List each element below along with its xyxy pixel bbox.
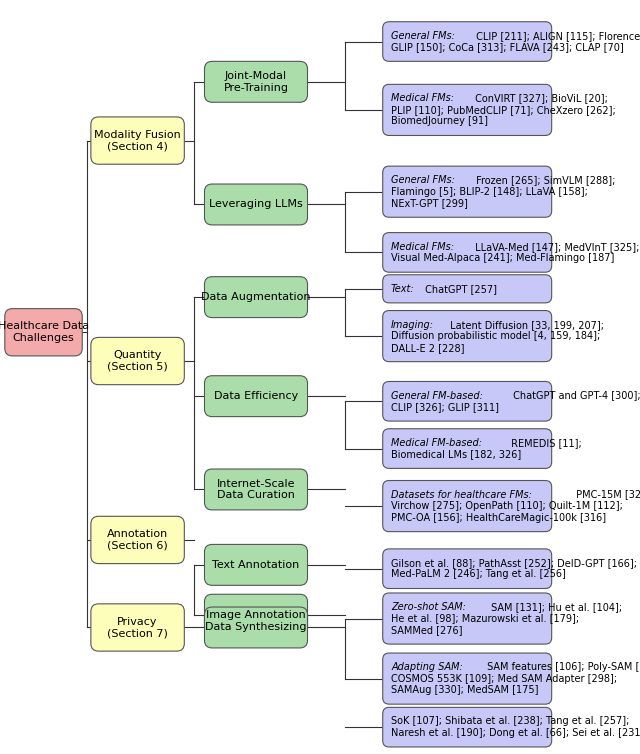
FancyBboxPatch shape — [205, 469, 308, 510]
Text: SoK [107]; Shibata et al. [238]; Tang et al. [257];: SoK [107]; Shibata et al. [238]; Tang et… — [391, 716, 629, 726]
Text: Medical FMs:: Medical FMs: — [391, 93, 454, 103]
Text: Datasets for healthcare FMs:: Datasets for healthcare FMs: — [391, 489, 532, 500]
Text: Joint-Modal
Pre-Training: Joint-Modal Pre-Training — [223, 71, 289, 93]
Text: Data Augmentation: Data Augmentation — [201, 292, 311, 302]
Text: Data Efficiency: Data Efficiency — [214, 391, 298, 401]
Text: Quantity
(Section 5): Quantity (Section 5) — [108, 350, 168, 372]
Text: PMC-15M [322];: PMC-15M [322]; — [573, 489, 640, 500]
Text: Gilson et al. [88]; PathAsst [252]; DeID-GPT [166];: Gilson et al. [88]; PathAsst [252]; DeID… — [391, 558, 637, 568]
Text: Zero-shot SAM:: Zero-shot SAM: — [391, 602, 466, 612]
FancyBboxPatch shape — [383, 232, 552, 272]
FancyBboxPatch shape — [383, 311, 552, 362]
FancyBboxPatch shape — [205, 375, 308, 417]
FancyBboxPatch shape — [383, 22, 552, 61]
Text: ChatGPT and GPT-4 [300];: ChatGPT and GPT-4 [300]; — [509, 391, 640, 400]
Text: Modality Fusion
(Section 4): Modality Fusion (Section 4) — [94, 130, 181, 152]
Text: PMC-OA [156]; HealthCareMagic-100k [316]: PMC-OA [156]; HealthCareMagic-100k [316] — [391, 513, 606, 523]
FancyBboxPatch shape — [205, 184, 308, 225]
Text: Privacy
(Section 7): Privacy (Section 7) — [107, 617, 168, 639]
Text: COSMOS 553K [109]; Med SAM Adapter [298];: COSMOS 553K [109]; Med SAM Adapter [298]… — [391, 673, 617, 684]
Text: SAM features [106]; Poly-SAM [152];: SAM features [106]; Poly-SAM [152]; — [484, 662, 640, 672]
Text: Flamingo [5]; BLIP-2 [148]; LLaVA [158];: Flamingo [5]; BLIP-2 [148]; LLaVA [158]; — [391, 187, 588, 197]
FancyBboxPatch shape — [91, 117, 184, 164]
Text: He et al. [98]; Mazurowski et al. [179];: He et al. [98]; Mazurowski et al. [179]; — [391, 614, 579, 624]
FancyBboxPatch shape — [383, 429, 552, 468]
Text: SAMMed [276]: SAMMed [276] — [391, 625, 463, 635]
Text: Leveraging LLMs: Leveraging LLMs — [209, 200, 303, 210]
FancyBboxPatch shape — [383, 274, 552, 303]
Text: SAMAug [330]; MedSAM [175]: SAMAug [330]; MedSAM [175] — [391, 685, 538, 695]
Text: CLIP [211]; ALIGN [115]; Florence [315];: CLIP [211]; ALIGN [115]; Florence [315]; — [474, 31, 640, 41]
Text: General FM-based:: General FM-based: — [391, 391, 483, 400]
Text: Latent Diffusion [33, 199, 207];: Latent Diffusion [33, 199, 207]; — [447, 320, 604, 329]
Text: ConVIRT [327]; BioViL [20];: ConVIRT [327]; BioViL [20]; — [472, 93, 608, 103]
Text: LLaVA-Med [147]; MedVInT [325];: LLaVA-Med [147]; MedVInT [325]; — [472, 241, 640, 252]
Text: Data Synthesizing: Data Synthesizing — [205, 623, 307, 633]
FancyBboxPatch shape — [91, 516, 184, 563]
Text: Visual Med-Alpaca [241]; Med-Flamingo [187]: Visual Med-Alpaca [241]; Med-Flamingo [1… — [391, 253, 614, 263]
Text: General FMs:: General FMs: — [391, 175, 455, 185]
FancyBboxPatch shape — [383, 549, 552, 589]
Text: Diffusion probabilistic model [4, 159, 184];: Diffusion probabilistic model [4, 159, 1… — [391, 331, 600, 341]
Text: Image Annotation: Image Annotation — [206, 610, 306, 620]
Text: Naresh et al. [190]; Dong et al. [66]; Sei et al. [231]: Naresh et al. [190]; Dong et al. [66]; S… — [391, 728, 640, 738]
Text: PLIP [110]; PubMedCLIP [71]; CheXzero [262];: PLIP [110]; PubMedCLIP [71]; CheXzero [2… — [391, 105, 616, 115]
Text: ChatGPT [257]: ChatGPT [257] — [422, 284, 497, 294]
FancyBboxPatch shape — [383, 166, 552, 217]
Text: Medical FM-based:: Medical FM-based: — [391, 438, 482, 448]
FancyBboxPatch shape — [205, 594, 308, 635]
FancyBboxPatch shape — [205, 544, 308, 585]
Text: Medical FMs:: Medical FMs: — [391, 241, 454, 252]
FancyBboxPatch shape — [383, 84, 552, 136]
Text: Text Annotation: Text Annotation — [212, 560, 300, 570]
FancyBboxPatch shape — [205, 607, 308, 648]
FancyBboxPatch shape — [91, 604, 184, 651]
Text: Med-PaLM 2 [246]; Tang et al. [256]: Med-PaLM 2 [246]; Tang et al. [256] — [391, 569, 566, 579]
Text: Text:: Text: — [391, 284, 415, 294]
Text: Healthcare Data
Challenges: Healthcare Data Challenges — [0, 321, 89, 343]
FancyBboxPatch shape — [205, 61, 308, 103]
FancyBboxPatch shape — [383, 480, 552, 532]
Text: Annotation
(Section 6): Annotation (Section 6) — [107, 529, 168, 550]
Text: REMEDIS [11];: REMEDIS [11]; — [508, 438, 582, 448]
Text: NExT-GPT [299]: NExT-GPT [299] — [391, 198, 468, 208]
FancyBboxPatch shape — [91, 337, 184, 385]
FancyBboxPatch shape — [383, 593, 552, 644]
Text: DALL-E 2 [228]: DALL-E 2 [228] — [391, 342, 465, 353]
Text: GLIP [150]; CoCa [313]; FLAVA [243]; CLAP [70]: GLIP [150]; CoCa [313]; FLAVA [243]; CLA… — [391, 42, 624, 52]
FancyBboxPatch shape — [5, 308, 83, 356]
Text: CLIP [326]; GLIP [311]: CLIP [326]; GLIP [311] — [391, 402, 499, 412]
Text: General FMs:: General FMs: — [391, 31, 455, 41]
FancyBboxPatch shape — [383, 707, 552, 747]
Text: Frozen [265]; SimVLM [288];: Frozen [265]; SimVLM [288]; — [474, 175, 616, 185]
FancyBboxPatch shape — [383, 653, 552, 704]
Text: Imaging:: Imaging: — [391, 320, 434, 329]
Text: SAM [131]; Hu et al. [104];: SAM [131]; Hu et al. [104]; — [488, 602, 622, 612]
Text: Biomedical LMs [182, 326]: Biomedical LMs [182, 326] — [391, 449, 522, 459]
Text: BiomedJourney [91]: BiomedJourney [91] — [391, 116, 488, 127]
FancyBboxPatch shape — [383, 382, 552, 421]
Text: Internet-Scale
Data Curation: Internet-Scale Data Curation — [217, 479, 295, 500]
Text: Virchow [275]; OpenPath [110]; Quilt-1M [112];: Virchow [275]; OpenPath [110]; Quilt-1M … — [391, 501, 623, 511]
FancyBboxPatch shape — [205, 277, 308, 317]
Text: Adapting SAM:: Adapting SAM: — [391, 662, 463, 672]
